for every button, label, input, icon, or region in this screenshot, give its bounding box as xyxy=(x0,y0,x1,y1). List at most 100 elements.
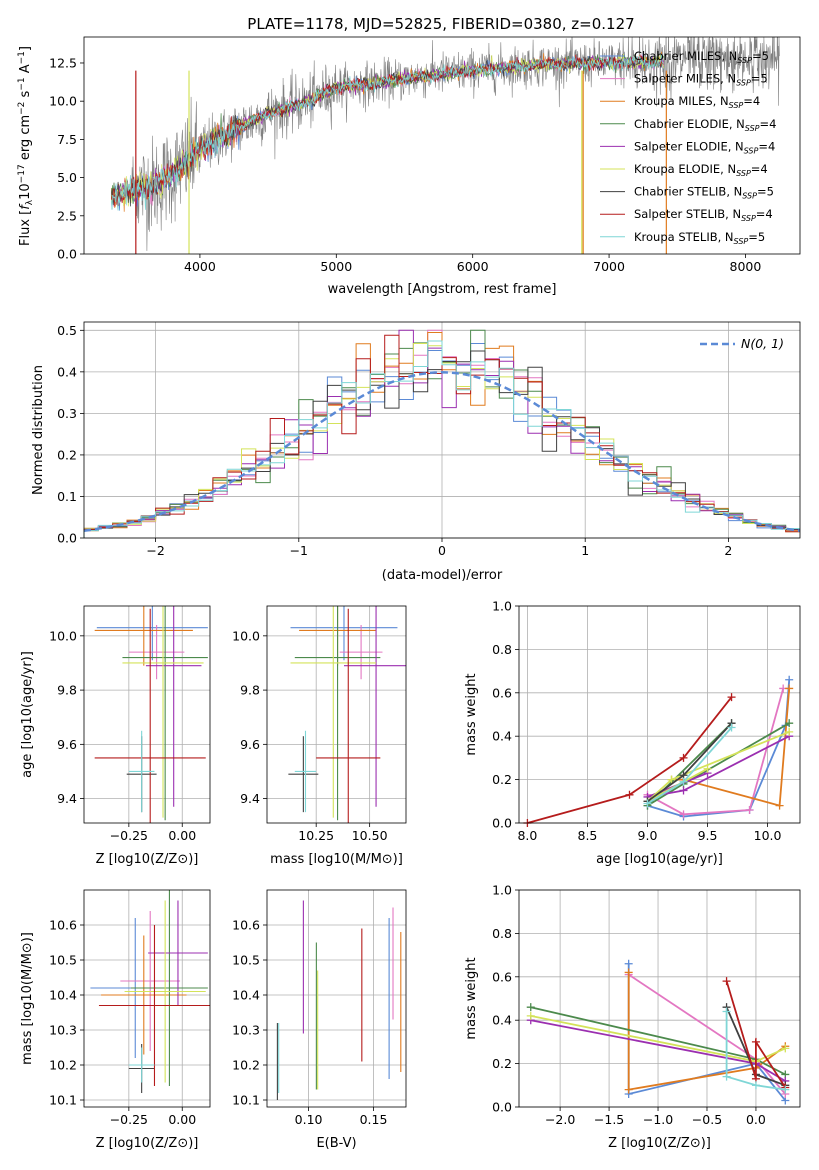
y-tick-label: 0.4 xyxy=(492,729,512,744)
x-tick-label: 9.5 xyxy=(698,828,718,843)
x-axis-label: wavelength [Angstrom, rest frame] xyxy=(328,282,557,297)
series-marker xyxy=(722,977,731,986)
chart-layer: 4000 5000 6000 7000 80000.02.55.07.510.012.5… xyxy=(17,36,801,1151)
series-marker xyxy=(703,764,712,773)
series-marker xyxy=(526,1003,535,1012)
x-tick-label: 10.0 xyxy=(754,828,782,843)
x-tick-label: 0 xyxy=(438,543,446,558)
normal-curve xyxy=(83,371,801,532)
legend-entry-label: Salpeter STELIB, NSSP=4 xyxy=(634,207,773,223)
series-marker xyxy=(751,1081,760,1090)
x-tick-label: 6000 xyxy=(457,259,489,274)
normal-legend-label: N(0, 1) xyxy=(741,336,784,351)
y-axis-label: mass [log10(M/M⊙)] xyxy=(20,932,35,1065)
legend-entry-label: Kroupa MILES, NSSP=4 xyxy=(634,94,760,110)
x-tick-label: 8.0 xyxy=(517,828,537,843)
series-marker xyxy=(781,1044,790,1053)
x-tick-label: −2 xyxy=(146,543,164,558)
series-line xyxy=(725,1011,786,1091)
x-tick-label: 7000 xyxy=(593,259,625,274)
axes-frame xyxy=(518,605,801,824)
x-tick-label: 0.00 xyxy=(168,828,196,843)
age-vs-mass-panel: 10.25 10.50 9.4 9.6 9.8 10.0 mass [log10(M/M⊙)… xyxy=(232,605,407,867)
legend-entry-label: Salpeter MILES, NSSP=5 xyxy=(634,72,768,88)
y-tick-label: 0.0 xyxy=(57,247,77,262)
y-tick-label: 12.5 xyxy=(49,55,77,70)
y-tick-label: 10.0 xyxy=(49,94,77,109)
series-marker xyxy=(625,790,634,799)
axes-frame xyxy=(83,889,211,1108)
series-line xyxy=(725,980,787,1088)
legend-entry-label: Chabrier STELIB, NSSP=5 xyxy=(634,185,774,201)
y-tick-label: 0.1 xyxy=(57,489,77,504)
series-marker xyxy=(785,727,794,736)
y-tick-label: 10.6 xyxy=(232,918,260,933)
y-tick-label: 10.1 xyxy=(49,1093,77,1108)
series-marker xyxy=(745,805,754,814)
y-tick-label: 9.4 xyxy=(57,791,77,806)
y-tick-label: 9.6 xyxy=(57,737,77,752)
x-tick-label: 8.5 xyxy=(578,828,598,843)
x-tick-label: −0.5 xyxy=(692,1112,722,1127)
series-marker xyxy=(727,693,736,702)
series-marker xyxy=(667,775,676,784)
y-tick-label: 0.0 xyxy=(492,1100,512,1115)
y-tick-label: 10.3 xyxy=(49,1023,77,1038)
y-tick-label: 10.6 xyxy=(49,918,77,933)
series-marker xyxy=(722,1072,731,1081)
series-marker xyxy=(643,799,652,808)
x-tick-label: 10.25 xyxy=(298,828,334,843)
x-axis-label: Z [log10(Z/Z⊙)] xyxy=(96,852,199,867)
series-marker xyxy=(781,1085,790,1094)
series-marker xyxy=(775,801,784,810)
y-tick-label: 0.2 xyxy=(57,447,77,462)
x-tick-label: 10.50 xyxy=(352,828,388,843)
x-tick-label: −0.25 xyxy=(110,1112,148,1127)
y-tick-label: 9.8 xyxy=(240,683,260,698)
y-tick-label: 10.3 xyxy=(232,1023,260,1038)
y-tick-label: 7.5 xyxy=(57,132,77,147)
y-axis-label: Flux [fλ10−17 erg cm−2 s−1 A−1] xyxy=(17,46,35,246)
y-tick-label: 10.5 xyxy=(49,953,77,968)
y-tick-label: 10.5 xyxy=(232,953,260,968)
x-tick-label: −2.0 xyxy=(545,1112,575,1127)
x-tick-label: −1 xyxy=(290,543,308,558)
series-marker xyxy=(624,968,633,977)
mass-vs-Z-panel: −0.25 0.00 10.1 10.2 10.3 10.4 10.5 10.6 Z [log1… xyxy=(20,889,211,1151)
y-tick-label: 0.6 xyxy=(492,969,512,984)
x-axis-label: Z [log10(Z/Z⊙)] xyxy=(96,1136,199,1151)
x-tick-label: −1.5 xyxy=(594,1112,624,1127)
axes-frame xyxy=(83,36,801,255)
series-marker xyxy=(526,1011,535,1020)
y-tick-label: 10.2 xyxy=(49,1058,77,1073)
y-tick-label: 10.0 xyxy=(49,628,77,643)
series-line xyxy=(647,688,785,816)
y-tick-label: 0.0 xyxy=(57,531,77,546)
series-line xyxy=(627,972,786,1091)
y-tick-label: 0.6 xyxy=(492,685,512,700)
series-marker xyxy=(785,675,794,684)
y-tick-label: 5.0 xyxy=(57,170,77,185)
x-tick-label: 0.10 xyxy=(295,1112,323,1127)
x-tick-label: −1.0 xyxy=(643,1112,673,1127)
x-tick-label: 2 xyxy=(724,543,732,558)
y-tick-label: 2.5 xyxy=(57,208,77,223)
x-tick-label: 4000 xyxy=(184,259,216,274)
y-tick-label: 10.4 xyxy=(232,988,260,1003)
weight-vs-age-panel: 8.0 8.5 9.0 9.5 10.0 0.0 0.2 0.4 0.6 0.8 1.0 age [l… xyxy=(464,599,801,867)
series-marker xyxy=(679,810,688,819)
mass-vs-ebv-panel: 0.10 0.15 10.1 10.2 10.3 10.4 10.5 10.6 E(B-V) xyxy=(232,889,407,1151)
y-tick-label: 0.4 xyxy=(57,364,77,379)
y-tick-label: 9.8 xyxy=(57,683,77,698)
axes-frame xyxy=(518,889,801,1108)
residuals-panel: −2 −1 0 1 2 0.0 0.1 0.2 0.3 0.4 0.5 N(0, 1) (data-mo… xyxy=(31,321,801,583)
y-tick-label: 10.0 xyxy=(232,628,260,643)
x-axis-label: age [log10(age/yr)] xyxy=(596,852,723,867)
y-axis-label: mass weight xyxy=(464,957,479,1039)
y-tick-label: 10.2 xyxy=(232,1058,260,1073)
axes-frame xyxy=(83,321,801,539)
y-tick-label: 0.4 xyxy=(492,1013,512,1028)
y-tick-label: 10.4 xyxy=(49,988,77,1003)
x-axis-label: Z [log10(Z/Z⊙)] xyxy=(608,1136,711,1151)
